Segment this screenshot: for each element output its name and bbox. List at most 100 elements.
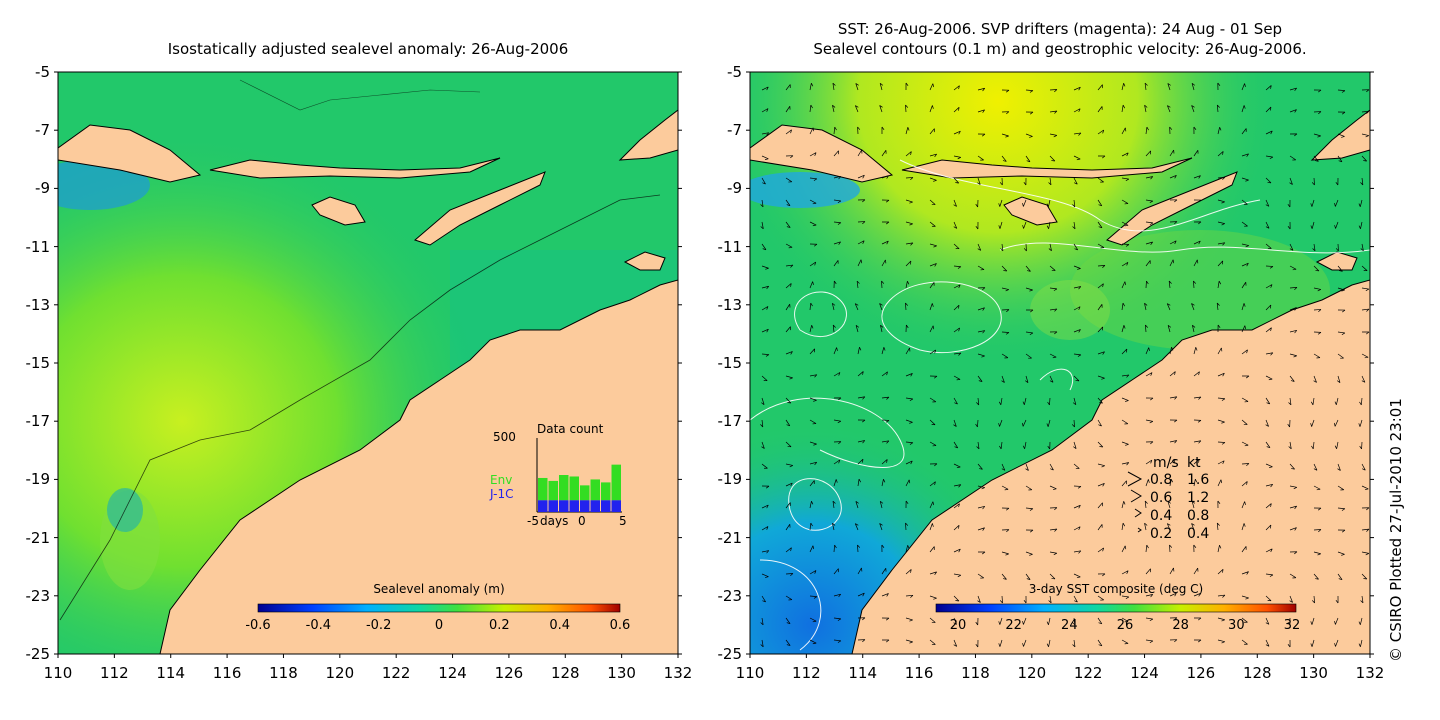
velocity-arrow xyxy=(785,199,791,207)
lon-tick-label: 116 xyxy=(212,664,242,682)
velocity-arrow xyxy=(1025,309,1034,313)
velocity-legend-kt: 0.8 xyxy=(1187,508,1210,524)
velocity-arrow xyxy=(1287,419,1291,428)
velocity-arrow xyxy=(1334,617,1339,625)
velocity-arrow xyxy=(953,595,960,602)
velocity-arrow xyxy=(1265,177,1272,184)
velocity-arrow xyxy=(881,259,887,267)
lat-tick-label: -21 xyxy=(717,528,743,547)
velocity-arrow xyxy=(809,595,818,599)
velocity-arrow xyxy=(1311,177,1315,186)
velocity-arrow xyxy=(977,551,986,555)
velocity-arrow xyxy=(1241,375,1250,379)
velocity-arrow xyxy=(785,326,791,333)
velocity-arrow xyxy=(1217,260,1224,267)
velocity-arrow xyxy=(953,397,958,405)
velocity-arrow xyxy=(809,570,817,575)
velocity-arrow xyxy=(905,127,910,135)
velocity-arrow xyxy=(1022,639,1027,647)
velocity-arrow xyxy=(1217,500,1221,509)
velocity-arrow xyxy=(1289,287,1298,290)
velocity-arrow xyxy=(1169,440,1178,444)
right-land-java xyxy=(750,124,894,183)
velocity-arrow xyxy=(905,639,913,644)
velocity-arrow xyxy=(809,82,814,91)
lat-tick-label: -23 xyxy=(717,586,743,605)
velocity-arrow xyxy=(1193,371,1200,377)
velocity-arrow xyxy=(1073,243,1079,251)
velocity-arrow xyxy=(905,594,914,598)
velocity-arrow xyxy=(1313,89,1322,93)
velocity-arrow xyxy=(976,397,980,406)
data-count-legend-env: Env xyxy=(490,473,513,487)
velocity-arrow xyxy=(1241,83,1246,91)
velocity-arrow xyxy=(1265,304,1272,311)
velocity-arrow xyxy=(1337,331,1346,335)
velocity-arrow xyxy=(1097,482,1105,487)
velocity-arrow xyxy=(905,419,913,424)
velocity-arrow xyxy=(1241,128,1247,135)
lon-tick-label: 132 xyxy=(663,664,693,682)
velocity-arrow xyxy=(1049,110,1058,114)
velocity-arrow xyxy=(1121,522,1126,531)
velocity-arrow xyxy=(1145,280,1149,289)
velocity-arrow xyxy=(857,240,865,245)
lat-tick-label: -17 xyxy=(25,412,51,431)
velocity-arrow xyxy=(1022,397,1027,405)
velocity-arrow xyxy=(1169,458,1176,465)
velocity-arrow xyxy=(881,396,890,400)
velocity-arrow xyxy=(1313,111,1322,115)
velocity-arrow xyxy=(953,177,960,184)
velocity-arrow xyxy=(1049,133,1058,138)
velocity-arrow xyxy=(1289,527,1297,531)
left-map-title: Isostatically adjusted sealevel anomaly:… xyxy=(167,40,569,58)
velocity-arrow xyxy=(905,397,914,401)
velocity-arrow xyxy=(857,639,866,643)
velocity-arrow xyxy=(1313,463,1318,471)
velocity-arrow xyxy=(1216,302,1220,311)
velocity-arrow xyxy=(1265,548,1273,553)
velocity-arrow xyxy=(929,303,934,311)
lon-tick-label: 120 xyxy=(1017,664,1047,682)
velocity-arrow xyxy=(1097,524,1103,531)
velocity-arrow xyxy=(1310,221,1315,229)
velocity-arrow xyxy=(832,522,836,531)
velocity-arrow xyxy=(977,573,984,579)
velocity-arrow xyxy=(1121,302,1125,311)
velocity-arrow xyxy=(1337,111,1346,115)
velocity-arrow xyxy=(857,174,865,179)
lon-tick-label: 118 xyxy=(269,664,298,682)
velocity-arrow xyxy=(1193,396,1202,400)
velocity-arrow xyxy=(1287,639,1291,648)
velocity-arrow xyxy=(977,133,986,137)
velocity-arrow xyxy=(1265,284,1273,289)
velocity-arrow xyxy=(785,419,791,427)
velocity-arrow xyxy=(1265,595,1272,602)
velocity-arrow xyxy=(1121,639,1129,645)
velocity-arrow xyxy=(833,397,842,401)
velocity-arrow xyxy=(1025,155,1031,163)
lat-tick-label: -15 xyxy=(717,354,743,372)
velocity-arrow xyxy=(905,242,914,246)
velocity-arrow xyxy=(905,545,910,553)
velocity-arrow xyxy=(857,567,863,575)
velocity-arrow xyxy=(1121,127,1127,135)
velocity-arrow xyxy=(761,306,769,311)
velocity-arrow xyxy=(760,199,764,208)
velocity-arrow xyxy=(1361,353,1369,359)
velocity-arrow xyxy=(999,441,1003,450)
velocity-arrow xyxy=(1289,109,1297,113)
right-map-title-line2: Sealevel contours (0.1 m) and geostrophi… xyxy=(813,40,1307,58)
velocity-arrow xyxy=(1025,551,1033,556)
velocity-arrow xyxy=(1287,618,1291,626)
velocity-arrow xyxy=(1337,507,1346,511)
velocity-arrow xyxy=(977,243,982,251)
velocity-arrow xyxy=(953,327,960,333)
velocity-arrow xyxy=(1145,419,1154,424)
velocity-arrow xyxy=(1361,308,1370,312)
velocity-arrow xyxy=(881,150,887,157)
velocity-arrow xyxy=(1193,149,1199,157)
velocity-arrow xyxy=(1289,551,1298,555)
velocity-arrow xyxy=(785,105,791,113)
velocity-arrow xyxy=(1097,639,1103,647)
